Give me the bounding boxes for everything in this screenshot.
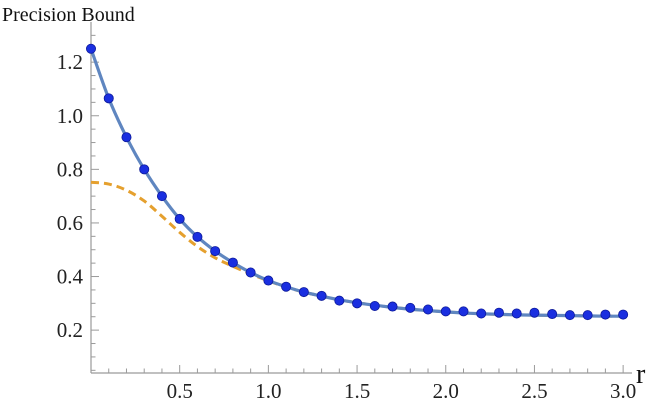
- data-point: [192, 231, 203, 242]
- x-tick-label: 1.5: [344, 379, 370, 403]
- x-axis: 0.5 1.0 1.5 2.0 2.5 3.0: [91, 365, 636, 403]
- data-point: [227, 257, 238, 268]
- data-point: [582, 310, 593, 321]
- data-point: [86, 43, 97, 54]
- data-point: [564, 310, 575, 321]
- x-tick-label: 2.0: [433, 379, 459, 403]
- x-tick-label: 2.5: [521, 379, 547, 403]
- data-point: [156, 191, 167, 202]
- data-point: [121, 132, 132, 143]
- data-point: [547, 309, 558, 320]
- dashed-series-line: [90, 180, 624, 318]
- data-point: [334, 295, 345, 306]
- y-tick-label: 0.2: [57, 318, 83, 342]
- data-point: [529, 307, 540, 318]
- data-point: [245, 267, 256, 278]
- x-axis-ticks: 0.5 1.0 1.5 2.0 2.5 3.0: [108, 365, 636, 403]
- data-point: [174, 213, 185, 224]
- data-point: [281, 281, 292, 292]
- y-axis-title: Precision Bound: [2, 4, 135, 26]
- data-point: [511, 308, 522, 319]
- data-point: [298, 287, 309, 298]
- y-tick-label: 0.6: [57, 211, 83, 235]
- data-point: [476, 308, 487, 319]
- data-point: [139, 164, 150, 175]
- data-point: [458, 306, 469, 317]
- data-point: [405, 302, 416, 313]
- x-axis-title: r: [636, 359, 646, 390]
- y-axis-ticks: 0.2 0.4 0.6 0.8 1.0 1.2: [57, 34, 99, 371]
- data-point: [103, 93, 114, 104]
- data-point: [618, 309, 629, 320]
- data-point: [210, 246, 221, 257]
- data-point: [493, 307, 504, 318]
- x-tick-label: 1.0: [255, 379, 281, 403]
- data-point: [423, 304, 434, 315]
- data-point: [263, 275, 274, 286]
- data-point: [352, 298, 363, 309]
- x-tick-label: 3.0: [610, 379, 636, 403]
- y-tick-label: 0.4: [57, 265, 84, 289]
- data-point: [387, 301, 398, 312]
- plot-series: [86, 43, 629, 321]
- solid-series-line: [89, 48, 624, 318]
- data-point: [440, 306, 451, 317]
- x-tick-label: 0.5: [167, 379, 193, 403]
- data-point: [316, 290, 327, 301]
- y-tick-label: 1.2: [57, 50, 83, 74]
- data-point: [600, 309, 611, 320]
- data-point: [369, 301, 380, 312]
- y-axis: 0.2 0.4 0.6 0.8 1.0 1.2: [57, 22, 99, 373]
- y-tick-label: 1.0: [57, 104, 83, 128]
- y-tick-label: 0.8: [57, 157, 83, 181]
